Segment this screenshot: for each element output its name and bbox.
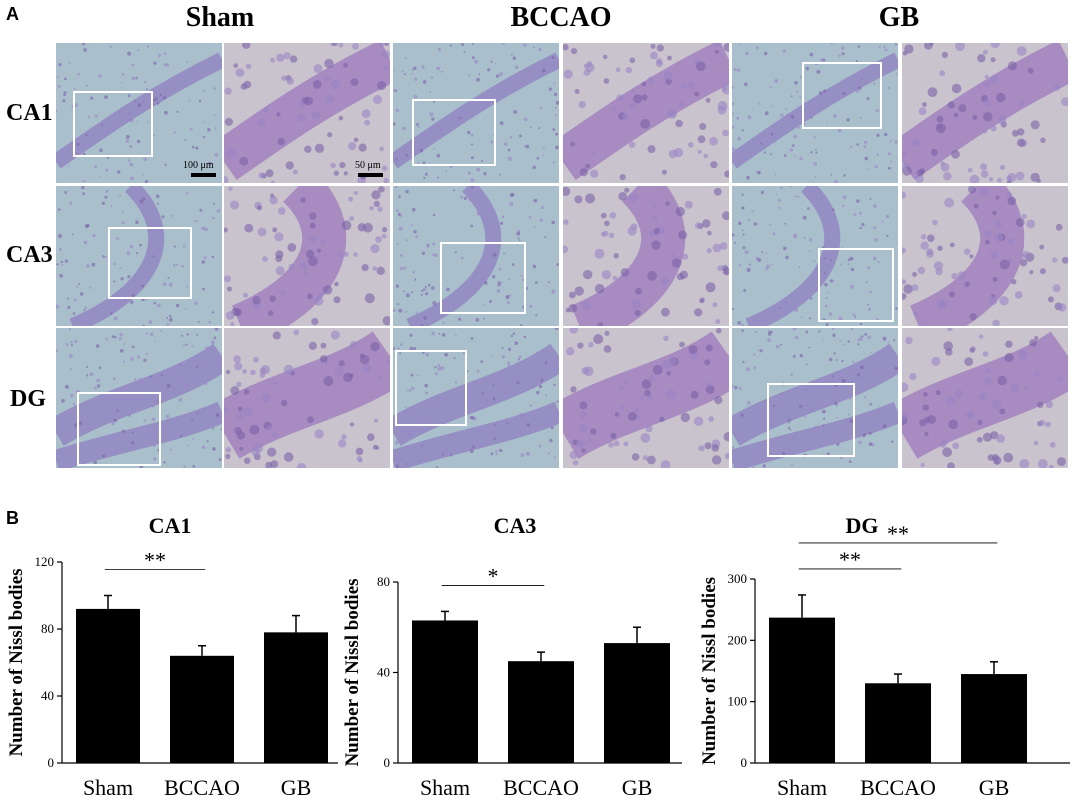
chart-svg: CA3 Number of Nissl bodies 0 40 80 Sham BCCAO G… — [342, 513, 682, 800]
chart-title: CA1 — [149, 513, 192, 538]
selection-box-ca1-bccao — [412, 99, 496, 166]
selection-box-ca1-gb — [802, 62, 882, 129]
x-tick-label: GB — [281, 775, 312, 800]
micrograph-ca3-sham-overview — [56, 186, 222, 326]
group-title-bccao: BCCAO — [510, 2, 612, 33]
panel-b-letter: B — [6, 508, 19, 528]
y-tick-label: 80 — [41, 621, 54, 636]
x-tick-label: BCCAO — [164, 775, 240, 800]
bar-sham — [769, 617, 835, 763]
y-tick-label: 0 — [384, 755, 391, 770]
y-tick-label: 300 — [728, 571, 748, 586]
selection-box-ca3-sham — [108, 227, 192, 299]
row-label-ca1: CA1 — [6, 100, 53, 126]
micrograph-ca3-sham-zoom — [224, 186, 390, 326]
bar-chart-ca3: CA3 Number of Nissl bodies 0 40 80 Sham BCCAO G… — [342, 505, 690, 802]
x-tick-label: Sham — [83, 775, 133, 800]
y-axis-label: Number of Nissl bodies — [6, 568, 27, 756]
micrograph-ca3-bccao-zoom — [563, 186, 729, 326]
bar-gb — [264, 632, 328, 763]
x-tick-label: BCCAO — [503, 775, 579, 800]
micrograph-dg-gb-overview — [732, 328, 898, 468]
micrograph-ca3-gb-zoom — [902, 186, 1068, 326]
micrograph-dg-sham-zoom — [224, 328, 390, 468]
micrograph-ca1-gb-overview — [732, 43, 898, 183]
selection-box-ca1-sham — [73, 91, 153, 157]
micrograph-ca1-sham-zoom — [224, 43, 390, 183]
bar-gb — [604, 643, 670, 763]
selection-box-dg-bccao — [395, 350, 467, 426]
bar-bccao — [170, 655, 234, 763]
chart-title: CA3 — [494, 513, 537, 538]
x-tick-label: Sham — [777, 775, 827, 800]
scale-bar-low — [191, 173, 216, 177]
y-axis-label: Number of Nissl bodies — [342, 578, 363, 766]
y-tick-label: 40 — [41, 688, 54, 703]
significance-mark: ** — [887, 521, 909, 546]
bar-chart-ca1: CA1 Number of Nissl bodies 0 40 80 120 Sham BCC… — [0, 505, 350, 802]
y-tick-label: 0 — [48, 755, 55, 770]
y-tick-label: 40 — [377, 665, 390, 680]
micrograph-ca1-sham-overview — [56, 43, 222, 183]
row-label-ca3: CA3 — [6, 242, 53, 268]
bar-chart-dg: DG Number of Nissl bodies 0 100 200 300 Sham BC… — [690, 505, 1072, 802]
significance-mark: * — [488, 563, 499, 588]
significance-mark: ** — [839, 547, 861, 572]
selection-box-dg-sham — [77, 392, 161, 466]
y-axis-label: Number of Nissl bodies — [699, 577, 720, 765]
micrograph-dg-gb-zoom — [902, 328, 1068, 468]
y-tick-label: 200 — [728, 632, 748, 647]
bar-sham — [76, 608, 140, 763]
selection-box-ca3-bccao — [440, 242, 526, 314]
y-tick-label: 100 — [728, 694, 748, 709]
micrograph-ca1-gb-zoom — [902, 43, 1068, 183]
y-tick-label: 0 — [741, 755, 748, 770]
scale-label-low: 100 μm — [183, 160, 214, 171]
chart-title: DG — [846, 513, 879, 538]
scale-bar-high — [358, 173, 383, 177]
panel-a-letter: A — [6, 4, 19, 24]
group-title-sham: Sham — [185, 2, 255, 33]
chart-svg: DG Number of Nissl bodies 0 100 200 300 Sham BC… — [699, 513, 1070, 800]
x-tick-label: GB — [979, 775, 1010, 800]
micrograph-ca3-gb-overview — [732, 186, 898, 326]
row-label-dg: DG — [10, 386, 46, 412]
micrograph-ca1-bccao-zoom — [563, 43, 729, 183]
micrograph-ca3-bccao-overview — [393, 186, 559, 326]
x-tick-label: GB — [622, 775, 653, 800]
x-tick-label: BCCAO — [860, 775, 936, 800]
bar-bccao — [865, 683, 931, 763]
micrograph-ca1-bccao-overview — [393, 43, 559, 183]
selection-box-dg-gb — [767, 383, 855, 457]
scale-label-high: 50 μm — [355, 160, 381, 171]
bar-bccao — [508, 661, 574, 763]
y-tick-label: 80 — [377, 574, 390, 589]
group-title-gb: GB — [878, 2, 920, 33]
y-tick-label: 120 — [35, 554, 55, 569]
x-tick-label: Sham — [420, 775, 470, 800]
significance-mark: ** — [144, 548, 166, 573]
bar-sham — [412, 620, 478, 763]
micrograph-dg-bccao-zoom — [563, 328, 729, 468]
bar-gb — [961, 674, 1027, 763]
chart-svg: CA1 Number of Nissl bodies 0 40 80 120 Sham BCC… — [6, 513, 338, 800]
selection-box-ca3-gb — [818, 248, 894, 322]
